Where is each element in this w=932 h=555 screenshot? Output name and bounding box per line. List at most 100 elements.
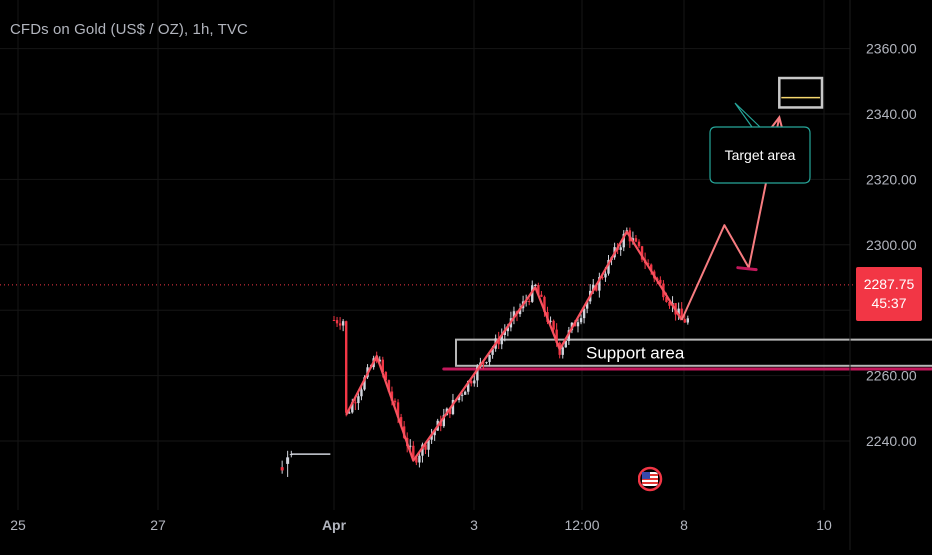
x-tick-label: 12:00 [564,517,599,533]
candle-body [473,380,476,384]
candle-body [543,296,546,313]
candle-body [680,308,683,320]
forecast-path [680,117,781,321]
candle-body [683,319,686,323]
candle-body [650,264,653,272]
candle-body [561,347,564,355]
last-price: 2287.75 [863,276,915,292]
candle-body [363,377,366,390]
candle-body [622,233,625,248]
y-tick-label: 2300.00 [866,237,917,253]
last-price-badge: 2287.75 45:37 [856,267,922,321]
candle-body [345,321,348,413]
candle-body [348,412,351,414]
candle-body [686,318,689,323]
target-callout-box [709,102,811,184]
candle-body [332,320,336,322]
candle-body [665,297,668,302]
candle-body [433,430,436,436]
support-zone [455,338,932,367]
candle-body [286,457,290,464]
candle-body [537,284,540,295]
candle-body [491,348,494,355]
candle-body [442,415,445,427]
candle-body [421,444,424,456]
candle-body [518,308,522,315]
candle-body [619,247,622,250]
candle-body [360,389,363,397]
candle-body [378,359,381,362]
candle-body [424,444,427,450]
candle-body [592,284,595,291]
candle-body [585,301,589,309]
zone-layer [442,76,932,371]
grid-layer [0,0,856,510]
candle-body [549,320,552,322]
candle-body [387,380,391,392]
pullback-marker [736,266,758,272]
pattern-layer [345,115,784,462]
candle-body [659,279,662,284]
bar-countdown: 45:37 [871,295,907,311]
x-tick-label: 8 [680,517,688,533]
y-tick-label: 2360.00 [866,41,917,57]
target-area-label: Target area [725,147,796,163]
candle-body [646,263,650,265]
y-tick-label: 2260.00 [866,368,917,384]
support-area-label: Support area [586,344,685,363]
candle-body [637,241,641,247]
candle-body [384,372,388,381]
candle-body [467,381,470,392]
candle-body [427,439,430,450]
candle-body [418,455,421,463]
candle-body [579,318,583,323]
us-flag-event-icon[interactable] [637,461,666,497]
candle-body [415,457,418,463]
candle-body [381,359,384,373]
annotation-layer: Support area Target area [586,102,811,363]
candle-body [457,395,461,401]
x-tick-label: 3 [470,517,478,533]
x-tick-label: 10 [816,517,832,533]
forecast-arrowhead [770,115,784,132]
candle-body [351,402,354,413]
candle-body [595,284,598,291]
candle-body [463,391,467,395]
zigzag-path [345,230,683,462]
candle-body [390,391,394,401]
candle-body [485,362,488,364]
candle-body [503,331,506,335]
candle-body [488,354,491,363]
candle-body [677,308,680,315]
target-zone [778,76,824,109]
candle-body [448,408,452,415]
x-tick-label: 27 [150,517,166,533]
candle-body [338,323,342,326]
candle-body [482,362,485,364]
candle-body [335,320,339,324]
candle-body [640,246,644,260]
candle-body [497,338,500,345]
candle-body [668,301,671,306]
candle-body [607,260,610,274]
candle-body [470,381,473,384]
x-tick-label: 25 [10,517,26,533]
candle-body [396,402,400,418]
candle-body [540,294,543,297]
candle-body [430,435,433,440]
candle-body [280,467,284,471]
candle-body [341,321,345,326]
y-tick-label: 2240.00 [866,433,917,449]
flag-glyph [637,466,663,492]
candle-body [601,276,604,278]
y-tick-label: 2340.00 [866,106,917,122]
symbol-title[interactable]: CFDs on Gold (US$ / OZ), 1h, TVC [10,21,248,38]
x-tick-label: Apr [322,517,347,533]
candle-body [354,402,357,404]
candle-body [476,366,479,381]
candle-body [357,396,360,404]
candle-body [534,284,537,286]
candle-body [412,445,415,458]
